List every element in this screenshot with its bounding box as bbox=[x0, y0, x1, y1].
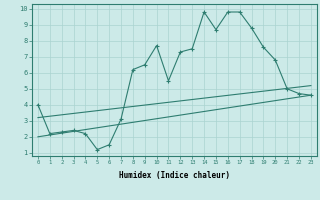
X-axis label: Humidex (Indice chaleur): Humidex (Indice chaleur) bbox=[119, 171, 230, 180]
